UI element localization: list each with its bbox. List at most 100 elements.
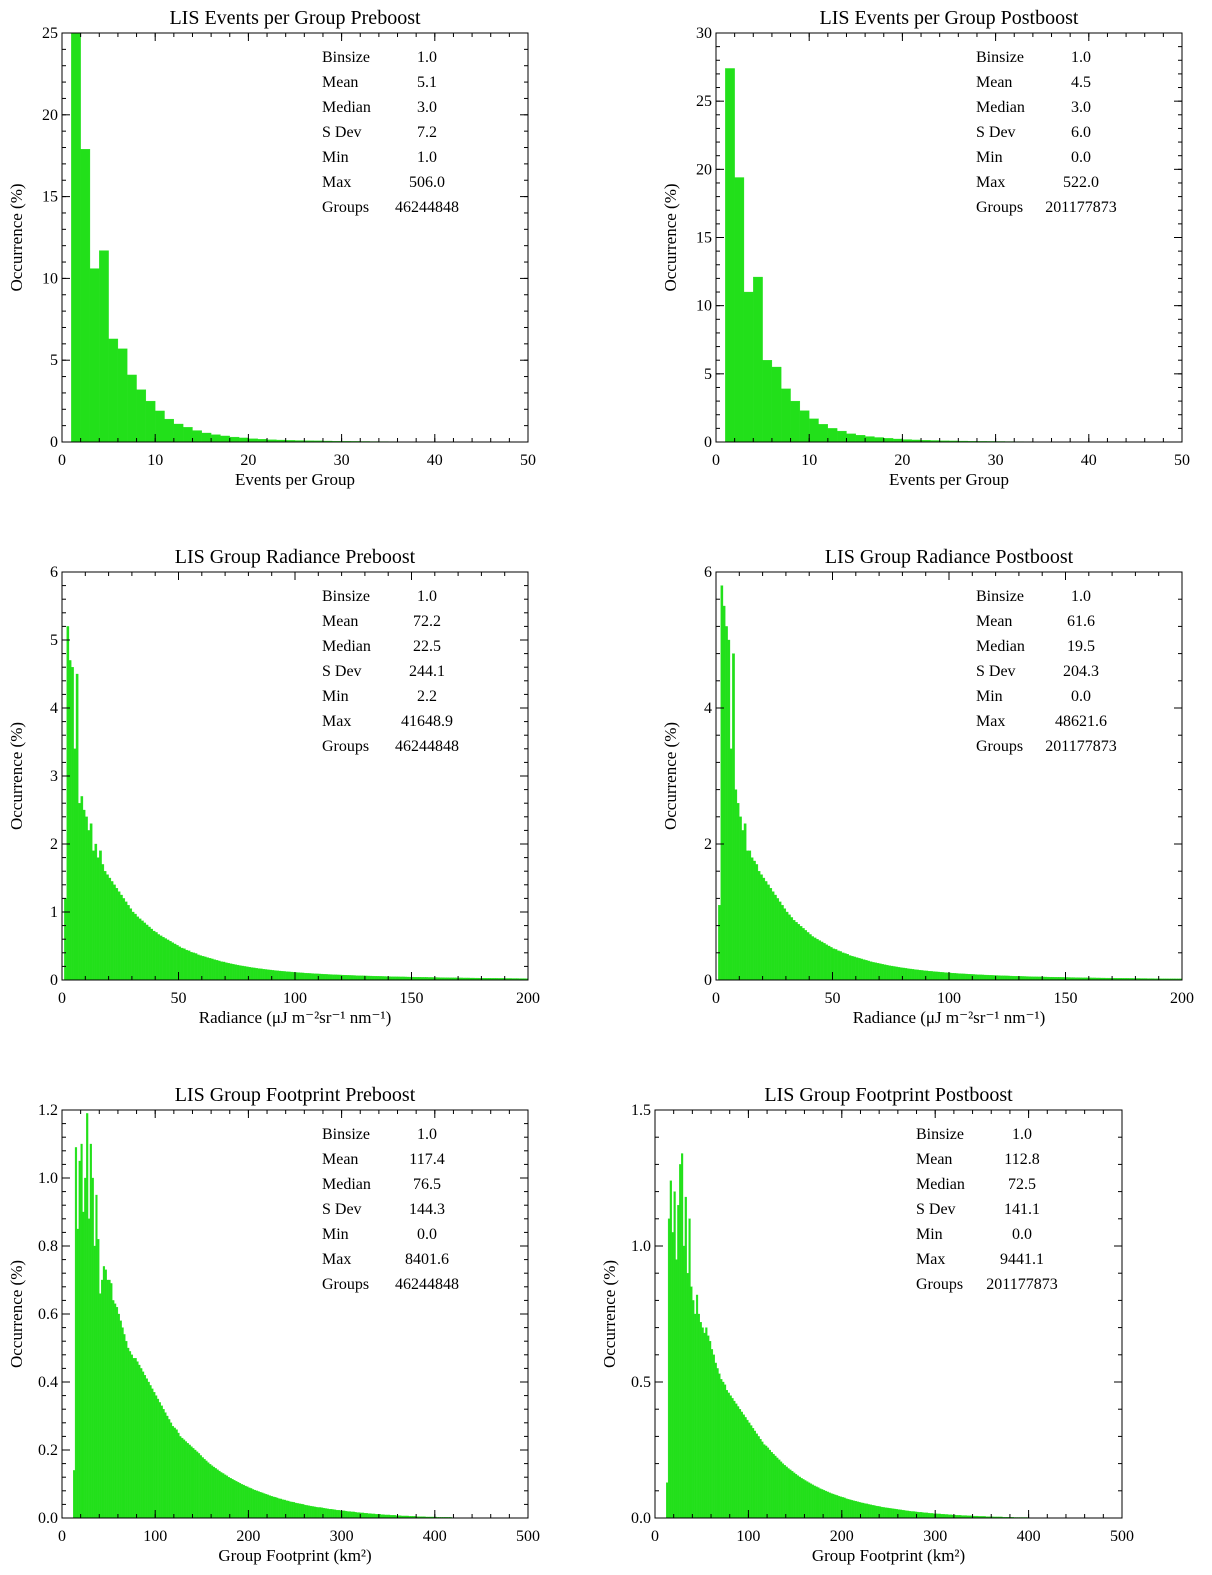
y-axis-label: Occurrence (%)	[600, 1260, 619, 1368]
histogram-bar	[804, 930, 808, 981]
histogram-bar	[94, 843, 98, 981]
histogram-bar	[231, 964, 235, 981]
histogram-bar	[214, 1468, 217, 1519]
histogram-bar	[145, 924, 149, 981]
histogram-bar	[272, 1496, 275, 1519]
histogram-bar	[173, 423, 184, 443]
x-axis-label: Radiance (μJ m⁻²sr⁻¹ nm⁻¹)	[853, 1008, 1045, 1027]
histogram-bar	[325, 974, 328, 981]
y-tick-label: 1.0	[38, 1170, 58, 1187]
stat-label: Groups	[322, 738, 369, 755]
x-tick-label: 400	[1017, 1528, 1041, 1545]
histogram-bar	[909, 968, 912, 981]
histogram-bar	[907, 1510, 910, 1519]
histogram-bar	[281, 1499, 284, 1519]
histogram-bar	[1009, 975, 1013, 981]
histogram-bar	[85, 816, 88, 981]
y-tick-label: 0.5	[631, 1374, 651, 1391]
histogram-bar	[755, 864, 759, 981]
y-tick-label: 5	[50, 632, 58, 649]
histogram-bar	[904, 968, 908, 981]
y-tick-label: 6	[50, 564, 58, 581]
histogram-bar	[374, 1514, 378, 1519]
stat-label: Binsize	[916, 1126, 964, 1143]
histogram-bar	[882, 1507, 885, 1519]
stat-label: S Dev	[976, 663, 1016, 680]
histogram-bar	[343, 1510, 346, 1519]
histogram-bar	[818, 424, 828, 443]
histogram-bar	[250, 1488, 253, 1519]
histogram-bar	[830, 1493, 833, 1519]
histogram-bar	[175, 1429, 178, 1519]
histogram-bar	[177, 1432, 180, 1519]
histogram-bar	[930, 971, 933, 981]
histogram-bar	[1004, 975, 1008, 981]
histogram-bar	[892, 1508, 895, 1519]
histogram-bar	[168, 1419, 171, 1519]
histogram-bar	[893, 1508, 897, 1519]
stat-label: Min	[322, 688, 349, 705]
histogram-bar	[734, 177, 745, 443]
histogram-bar	[806, 932, 810, 981]
histogram-bar	[813, 937, 817, 981]
histogram-bar	[821, 1489, 824, 1519]
histogram-bar	[679, 1164, 682, 1519]
stat-label: Max	[322, 174, 351, 191]
histogram-bar	[729, 1395, 732, 1519]
histogram-bar	[899, 1509, 902, 1519]
histogram-bar	[123, 1334, 126, 1519]
histogram-bar	[901, 1509, 904, 1519]
histogram-bar	[348, 1511, 352, 1519]
histogram-bar	[684, 1196, 687, 1519]
histogram-bar	[99, 850, 102, 981]
histogram-bar	[332, 1509, 335, 1519]
histogram-bar	[823, 943, 826, 981]
histogram-bar	[886, 1507, 889, 1519]
histogram-bar	[315, 1506, 318, 1519]
x-tick-label: 400	[423, 1528, 447, 1545]
stat-label: Min	[976, 149, 1003, 166]
histogram-bar	[373, 1513, 376, 1519]
histogram-bar	[757, 871, 761, 981]
chart-title: LIS Group Radiance Preboost	[175, 546, 416, 568]
histogram-bar	[205, 1460, 208, 1519]
histogram-bar	[155, 1395, 158, 1519]
stat-value: 19.5	[1067, 638, 1095, 655]
histogram-bar	[328, 1509, 331, 1519]
stat-value: 244.1	[409, 663, 445, 680]
histogram-bar	[298, 1503, 301, 1519]
histogram-bar	[778, 1459, 781, 1519]
histogram-bar	[695, 1294, 699, 1519]
histogram-bar	[827, 428, 838, 443]
histogram-bar	[189, 951, 193, 981]
histogram-bar	[883, 964, 887, 981]
histogram-bar	[767, 884, 770, 981]
x-tick-label: 10	[801, 452, 817, 469]
histogram-bar	[380, 1514, 383, 1519]
histogram-bar	[795, 922, 798, 981]
histogram-bar	[666, 1482, 669, 1519]
stat-value: 0.0	[1071, 688, 1091, 705]
histogram-bar	[825, 944, 828, 981]
y-tick-label: 0.4	[38, 1374, 58, 1391]
histogram-bar	[213, 959, 216, 981]
histogram-bar	[780, 1461, 783, 1519]
histogram-bar	[918, 1512, 921, 1519]
histogram-bar	[746, 850, 749, 981]
histogram-bar	[871, 1505, 874, 1519]
histogram-bar	[681, 1153, 684, 1519]
stat-label: Groups	[976, 199, 1023, 216]
histogram-bar	[306, 1505, 309, 1519]
histogram-bar	[944, 972, 947, 981]
histogram-bar	[910, 1511, 913, 1519]
histogram-bar	[171, 1426, 174, 1519]
histogram-bar	[750, 857, 754, 981]
histogram-bar	[80, 149, 91, 443]
histogram-bar	[725, 626, 728, 981]
histogram-bar	[787, 1468, 790, 1519]
histogram-bar	[725, 68, 735, 443]
histogram-bar	[883, 438, 894, 443]
histogram-bar	[350, 975, 354, 981]
histogram-bar	[378, 976, 382, 981]
histogram-bar	[986, 974, 989, 981]
